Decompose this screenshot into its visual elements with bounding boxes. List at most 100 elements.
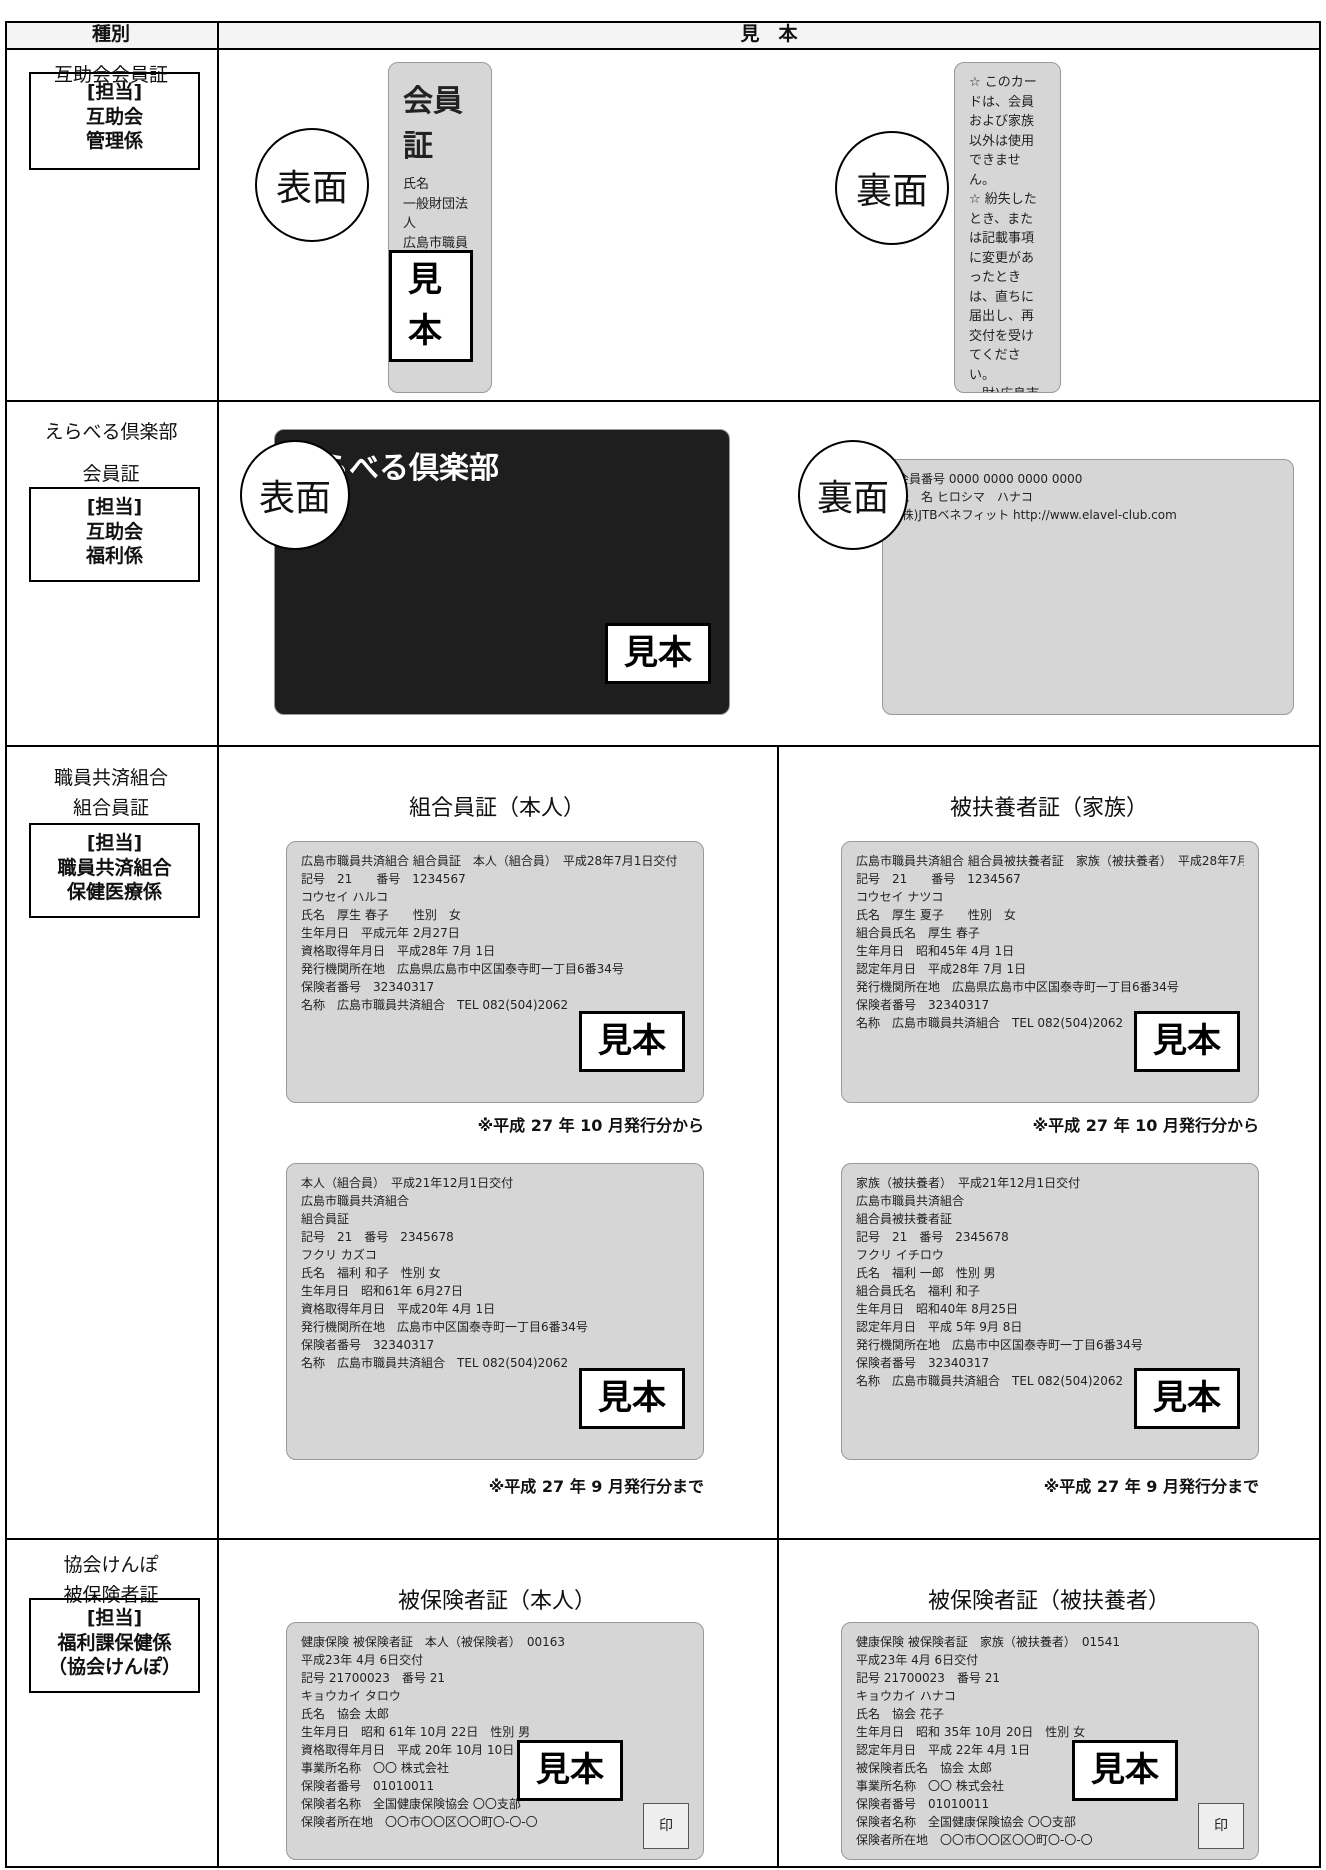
- card-line: コウセイ ハルコ: [301, 890, 389, 904]
- staff-line: 福利係: [85, 545, 143, 568]
- staff-line: [担当]: [86, 832, 143, 854]
- card: 会員番号 0000 0000 0000 0000 氏 名 ヒロシマ ハナコ (株)J…: [882, 459, 1294, 715]
- kind-label: 互助会会員証: [53, 64, 168, 86]
- sample-stamp: 見本: [605, 623, 711, 684]
- staff-line: 職員共済組合: [57, 856, 172, 879]
- staff-line: 管理係: [85, 130, 143, 153]
- sample-stamp: 見本: [579, 1368, 685, 1429]
- card-line: 一般財団法人: [403, 196, 469, 232]
- sample-stamp: 見本: [1072, 1740, 1178, 1801]
- card-line: 氏名: [403, 177, 430, 192]
- staff-line: （協会けんぽ）: [47, 1656, 181, 1679]
- sample-stamp: 見本: [389, 250, 473, 362]
- card-line: 氏名 福利 一郎 性別 男: [856, 1266, 996, 1280]
- card-line: 発行機関所在地 広島県広島市中区国泰寺町一丁目6番34号: [856, 980, 1179, 994]
- card-line: 氏名 厚生 春子 性別 女: [301, 908, 461, 922]
- card-line: 広島市職員共済組合: [856, 1194, 965, 1208]
- rule: [777, 745, 779, 1868]
- column-heading: 被扶養者証（家族）: [949, 796, 1148, 821]
- card-line: 会員番号 0000 0000 0000 0000: [897, 472, 1083, 486]
- card-line: 被保険者氏名 協会 太郎: [856, 1761, 992, 1775]
- column-heading: 被保険者証（本人）: [397, 1589, 596, 1614]
- staff-line: 保健医療係: [66, 881, 162, 904]
- staff-line: 福利課保健係: [57, 1631, 172, 1654]
- card-title: えらべる倶楽部: [289, 451, 499, 486]
- card: 会員証氏名一般財団法人広島市職員互助会見本: [388, 62, 492, 393]
- card: 本人（組合員） 平成21年12月1日交付 広島市職員共済組合 組合員証記号 21 番…: [286, 1163, 704, 1460]
- card-line: 生年月日 昭和45年 4月 1日: [856, 944, 1015, 958]
- card-line: キョウカイ タロウ: [301, 1689, 401, 1703]
- staff-box: [担当] 互助会 福利係: [29, 487, 200, 582]
- card-line: 発行機関所在地 広島市中区国泰寺町一丁目6番34号: [301, 1320, 588, 1334]
- card-line: 認定年月日 平成 5年 9月 8日: [856, 1320, 1023, 1334]
- side-label: 表面: [255, 128, 369, 242]
- kind-label: えらべる倶楽部: [44, 421, 178, 443]
- card-line: 記号 21 番号 2345678: [301, 1230, 454, 1244]
- card-line: 保険者番号 32340317: [856, 998, 990, 1012]
- sample-stamp: 見本: [1134, 1011, 1240, 1072]
- card: 家族（被扶養者） 平成21年12月1日交付 広島市職員共済組合 組合員被扶養者証 記号…: [841, 1163, 1259, 1460]
- card-line: ☆ このカードは、会員および家族以外は使用できません。: [969, 75, 1037, 188]
- staff-line: 互助会: [85, 520, 143, 543]
- note: ※平成 27 年 9 月発行分まで: [488, 1477, 704, 1496]
- rule: [5, 21, 1321, 23]
- card-line: 保険者番号 32340317: [856, 1356, 990, 1370]
- card-line: 氏名 福利 和子 性別 女: [301, 1266, 441, 1280]
- card-line: 発行機関所在地 広島市中区国泰寺町一丁目6番34号: [856, 1338, 1143, 1352]
- kind-label: 被保険者証: [63, 1584, 159, 1606]
- card: ☆ このカードは、会員および家族以外は使用できません。 ☆ 紛失したとき、または記…: [954, 62, 1061, 393]
- side-label: 表面: [240, 440, 350, 550]
- kind-label: 会員証: [82, 463, 140, 485]
- card-line: 名称 広島市職員共済組合 TEL 082(504)2062: [301, 1356, 569, 1370]
- card-line: コウセイ ナツコ: [856, 890, 944, 904]
- card-line: 家族（被扶養者） 平成21年12月1日交付: [856, 1176, 1081, 1190]
- rule: [5, 21, 7, 1868]
- card-line: 記号 21 番号 1234567: [301, 872, 466, 886]
- staff-line: 互助会: [85, 105, 143, 128]
- card-line: 広島市職員共済組合: [301, 1194, 410, 1208]
- card-line: 広島市職員共済組合 組合員被扶養者証 家族（被扶養者） 平成28年7月1日交付: [856, 854, 1244, 868]
- sample-stamp: 見本: [1134, 1368, 1240, 1429]
- kind-label: 職員共済組合: [53, 767, 168, 789]
- card-line: キョウカイ ハナコ: [856, 1689, 956, 1703]
- header-bg: [5, 21, 1321, 48]
- kind-label: 協会けんぽ: [63, 1554, 159, 1576]
- card-line: 氏名 協会 花子: [856, 1707, 944, 1721]
- rule: [5, 1538, 1321, 1540]
- card-line: 生年月日 昭和61年 6月27日: [301, 1284, 463, 1298]
- staff-line: [担当]: [86, 81, 143, 103]
- card-line: ☆ 紛失したとき、または記載事項に変更があったときは、直ちに届出し、再交付を受け…: [969, 192, 1037, 383]
- card-line: 健康保険 被保険者証 本人（被保険者） 00163: [301, 1635, 565, 1649]
- card-line: 事業所名称 〇〇 株式会社: [856, 1779, 1004, 1793]
- card-line: 本人（組合員） 平成21年12月1日交付: [301, 1176, 514, 1190]
- card-line: 生年月日 昭和 61年 10月 22日 性別 男: [301, 1725, 531, 1739]
- card-line: 記号 21700023 番号 21: [856, 1671, 1000, 1685]
- card-line: 生年月日 平成元年 2月27日: [301, 926, 460, 940]
- card-line: 氏 名 ヒロシマ ハナコ: [897, 490, 1033, 504]
- card-line: 組合員証: [301, 1212, 350, 1226]
- staff-box: [担当] 互助会 管理係: [29, 72, 200, 170]
- card-line: 発行機関所在地 広島県広島市中区国泰寺町一丁目6番34号: [301, 962, 624, 976]
- card-line: 保険者番号 01010011: [301, 1779, 435, 1793]
- card-line: 組合員氏名 福利 和子: [856, 1284, 980, 1298]
- card-line: フクリ カズコ: [301, 1248, 377, 1262]
- card-title: 会員証: [403, 84, 463, 164]
- note: ※平成 27 年 9 月発行分まで: [1043, 1477, 1259, 1496]
- staff-line: [担当]: [86, 1607, 143, 1629]
- card-line: 名称 広島市職員共済組合 TEL 082(504)2062: [856, 1016, 1124, 1030]
- seal: 印: [1198, 1803, 1244, 1849]
- card-line: 名称 広島市職員共済組合 TEL 082(504)2062: [301, 998, 569, 1012]
- card-line: 生年月日 昭和 35年 10月 20日 性別 女: [856, 1725, 1086, 1739]
- card-line: 保険者番号 32340317: [301, 980, 435, 994]
- card-line: 健康保険 被保険者証 家族（被扶養者） 01541: [856, 1635, 1120, 1649]
- card-line: 資格取得年月日 平成20年 4月 1日: [301, 1302, 496, 1316]
- card-line: 平成23年 4月 6日交付: [856, 1653, 979, 1667]
- card-line: 資格取得年月日 平成28年 7月 1日: [301, 944, 496, 958]
- card-line: フクリ イチロウ: [856, 1248, 944, 1262]
- column-heading: 組合員証（本人）: [408, 796, 585, 821]
- staff-box: [担当] 職員共済組合 保健医療係: [29, 823, 200, 918]
- card-line: 保険者所在地 〇〇市〇〇区〇〇町〇-〇-〇: [856, 1833, 1093, 1847]
- kind-label: 組合員証: [72, 797, 149, 819]
- card-line: 平成23年 4月 6日交付: [301, 1653, 424, 1667]
